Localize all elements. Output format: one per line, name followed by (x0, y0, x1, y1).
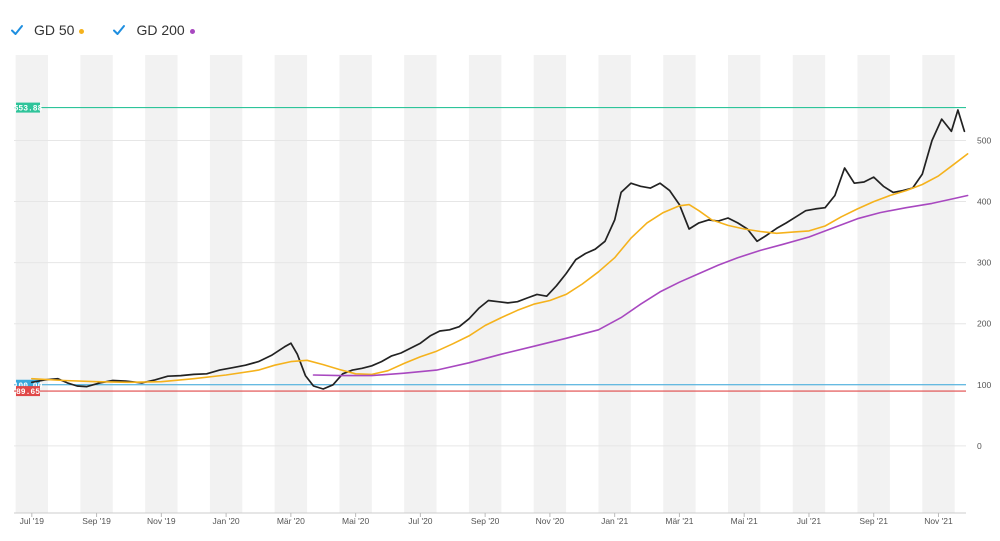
x-tick-label: Mär '21 (665, 516, 693, 526)
price-line (30, 109, 966, 390)
x-tick-label: Mär '20 (277, 516, 305, 526)
legend-dot-gd200 (189, 28, 195, 34)
legend-dot-gd50 (79, 28, 85, 34)
background-band (922, 55, 955, 513)
x-tick-label: Jul '20 (408, 516, 433, 526)
x-tick-label: Mai '21 (731, 516, 758, 526)
background-band (533, 55, 567, 513)
reference-badge (16, 379, 40, 390)
y-tick-label: 200 (977, 319, 991, 329)
checkmark-icon[interactable] (112, 23, 126, 37)
x-tick-label: Sep '19 (82, 516, 111, 526)
background-band (145, 55, 178, 513)
y-tick-label: 300 (977, 258, 991, 268)
background-band (598, 55, 631, 513)
background-band (857, 55, 890, 513)
legend-label-gd200: GD 200 (136, 22, 185, 38)
gd200-line (312, 194, 969, 377)
x-tick-label: Sep '20 (471, 516, 500, 526)
legend-label-gd50: GD 50 (34, 22, 75, 38)
y-tick-label: 500 (977, 135, 991, 145)
x-tick-label: Nov '21 (924, 516, 953, 526)
background-band (728, 55, 761, 513)
background-band (274, 55, 308, 513)
background-band (80, 55, 113, 513)
reference-badge (16, 386, 40, 397)
x-tick-label: Mai '20 (342, 516, 369, 526)
background-band (468, 55, 502, 513)
x-tick-label: Jan '20 (213, 516, 240, 526)
x-tick-label: Nov '19 (147, 516, 176, 526)
reference-badge-label: 553.88 (14, 105, 43, 114)
gd50-line (31, 153, 969, 384)
y-tick-label: 100 (977, 380, 991, 390)
x-tick-label: Jul '21 (797, 516, 822, 526)
x-tick-label: Sep '21 (859, 516, 888, 526)
chart-legend: GD 50 GD 200 (10, 20, 223, 40)
reference-badge (16, 102, 40, 113)
x-tick-label: Jan '21 (601, 516, 628, 526)
legend-item-gd200[interactable]: GD 200 (112, 22, 195, 38)
background-band (15, 55, 48, 513)
background-band (663, 55, 696, 513)
x-tick-label: Nov '20 (536, 516, 565, 526)
background-band (209, 55, 243, 513)
legend-item-gd50[interactable]: GD 50 (10, 22, 85, 38)
reference-badge-label: 89.65 (16, 388, 40, 397)
y-tick-label: 400 (977, 197, 991, 207)
background-band (339, 55, 372, 513)
background-band (792, 55, 826, 513)
x-tick-label: Jul '19 (20, 516, 45, 526)
checkmark-icon[interactable] (10, 23, 24, 37)
background-band (404, 55, 437, 513)
y-tick-label: 0 (977, 441, 982, 451)
